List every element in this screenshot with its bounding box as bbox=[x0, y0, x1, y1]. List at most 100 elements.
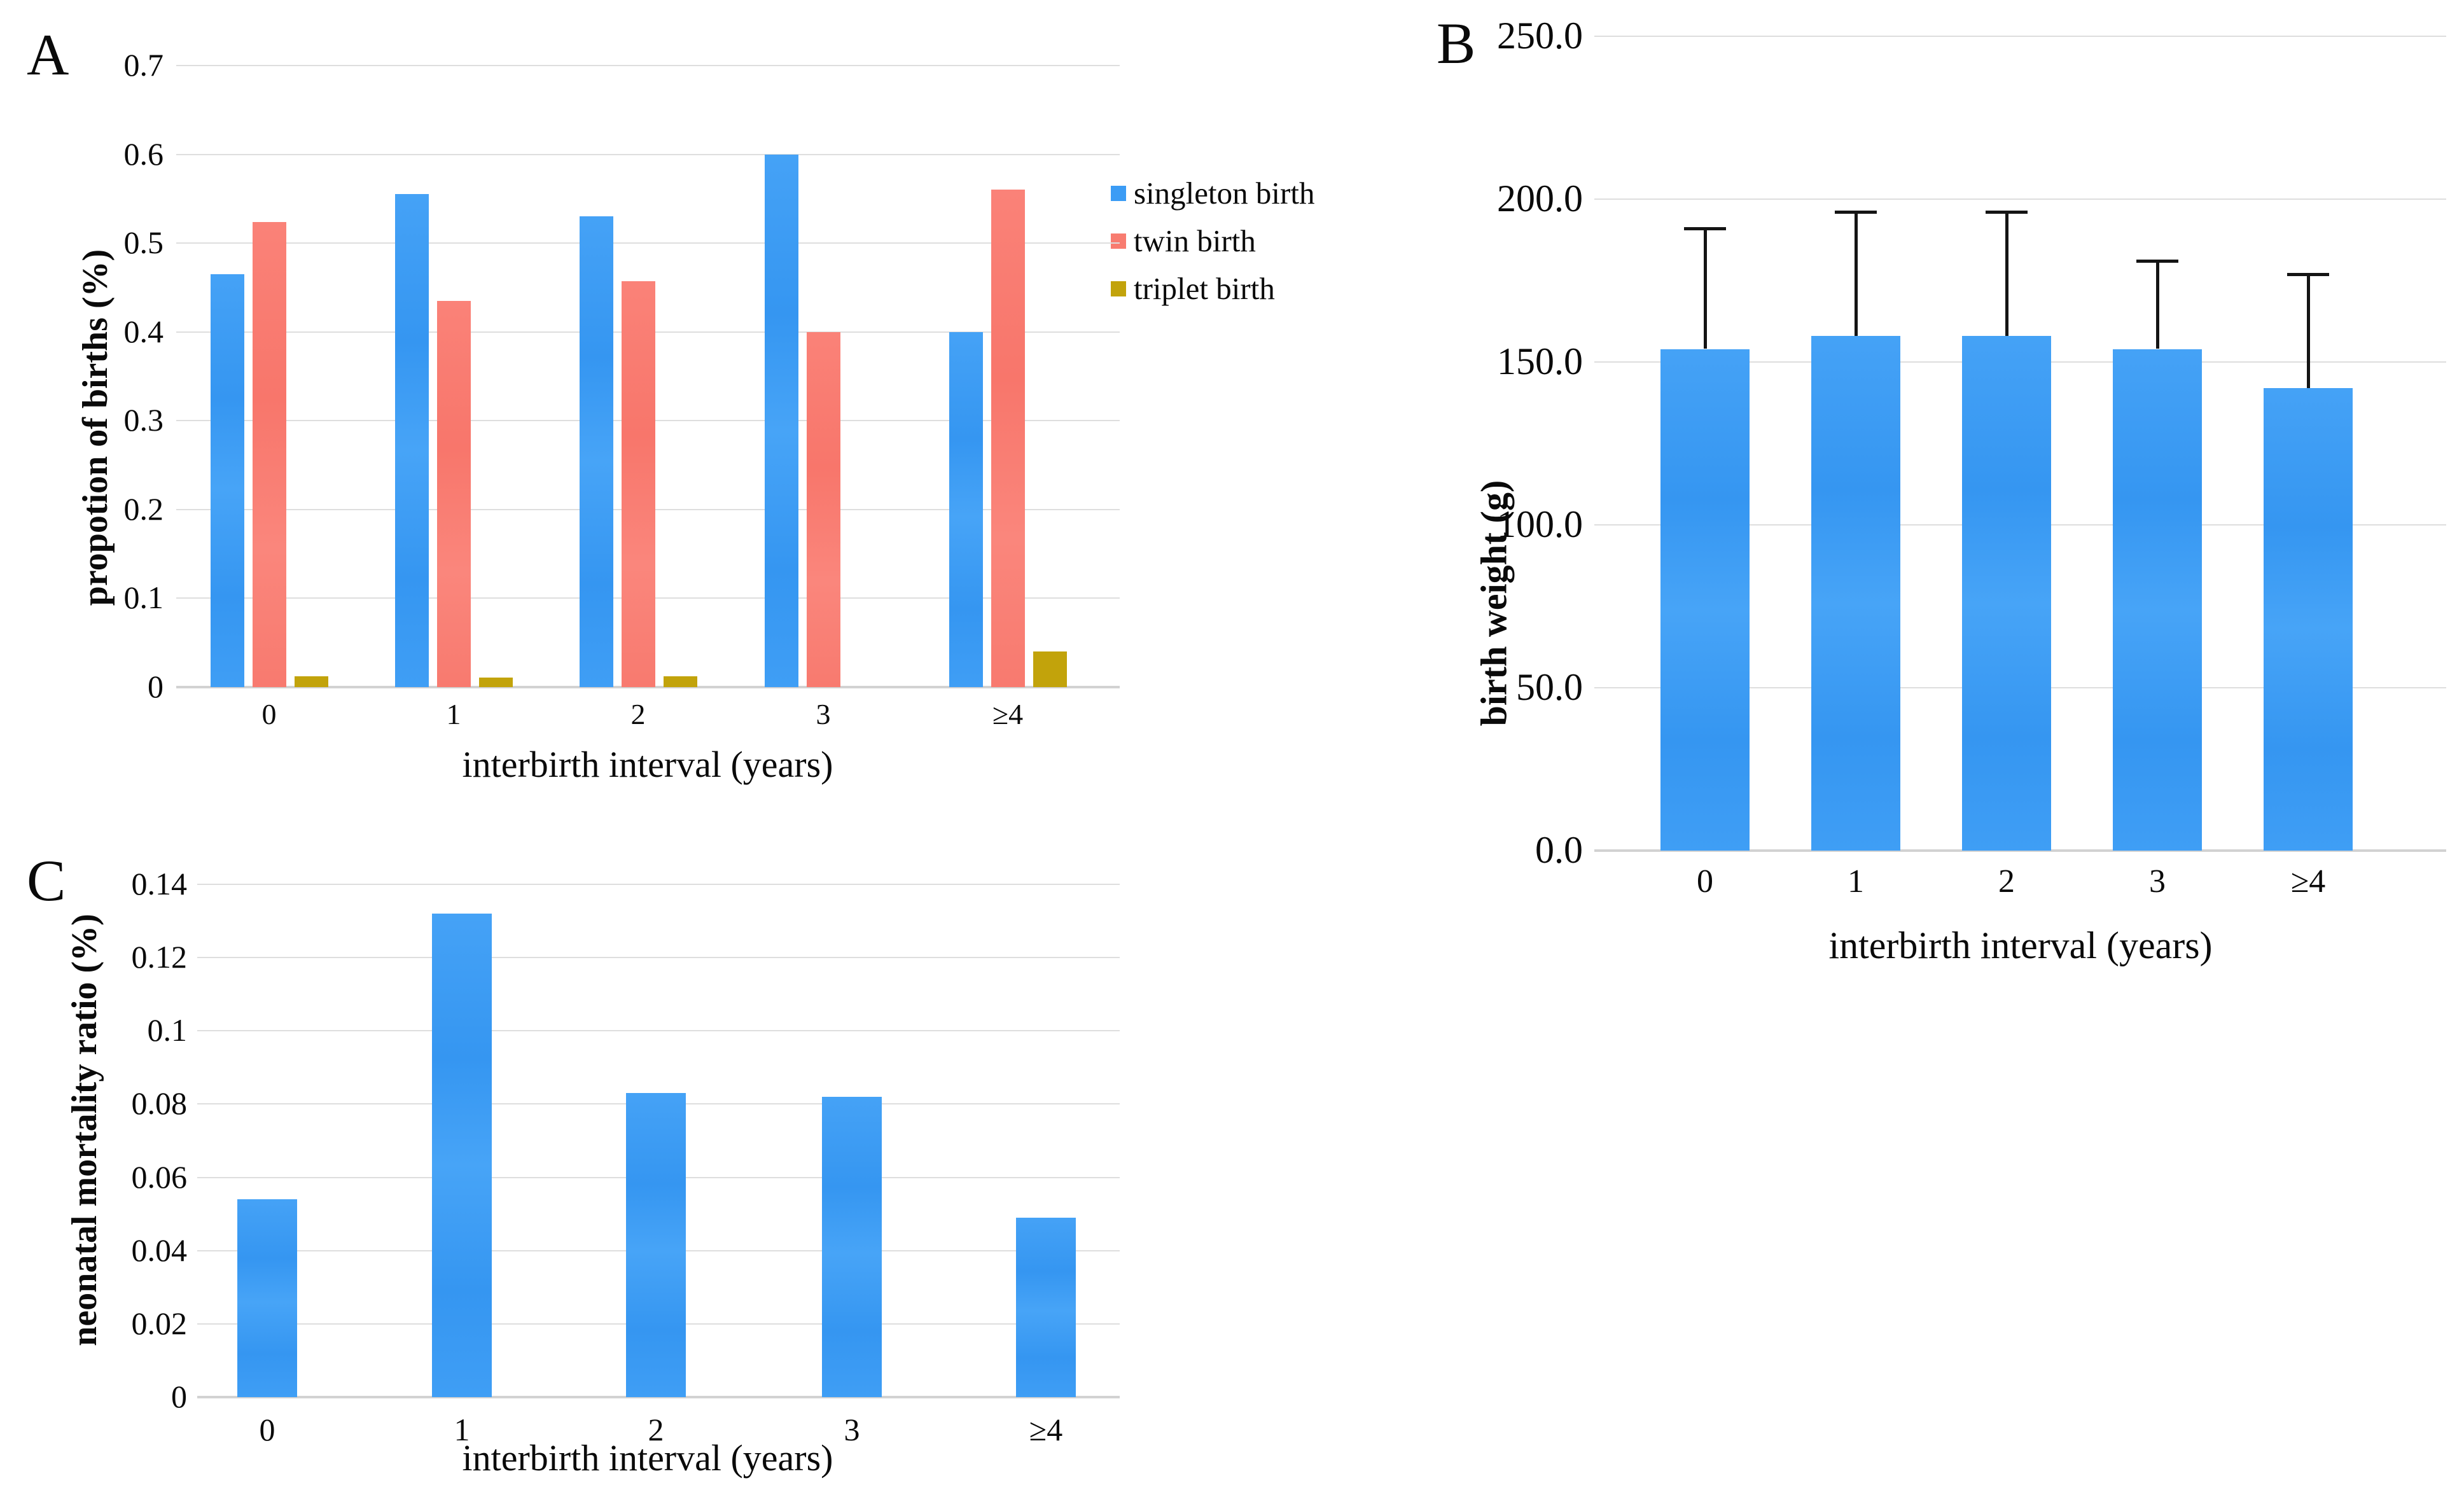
chart-c-y-tick-label: 0.1 bbox=[147, 1012, 188, 1048]
chart-a-gridline bbox=[176, 65, 1120, 66]
chart-c-x-tick-label: 1 bbox=[454, 1412, 470, 1447]
chart-c-x-tick-label: 3 bbox=[844, 1412, 860, 1447]
chart-a-bar-triplet-0 bbox=[295, 676, 328, 687]
chart-a-bar-twin-≥4 bbox=[991, 190, 1025, 687]
chart-b-y-tick-label: 0.0 bbox=[1535, 829, 1583, 871]
chart-b-error-bar-stem-≥4 bbox=[2307, 274, 2310, 388]
panel-letter-a: A bbox=[27, 22, 69, 87]
chart-c-y-tick-label: 0.06 bbox=[131, 1159, 188, 1195]
legend-swatch-olive-icon bbox=[1111, 281, 1126, 296]
chart-c-x-tick-label: 0 bbox=[259, 1412, 275, 1447]
chart-b-error-bar-cap-≥4 bbox=[2287, 273, 2329, 276]
chart-a-bar-singleton-≥4 bbox=[949, 332, 983, 687]
chart-b-bar-birth-2 bbox=[1962, 336, 2051, 851]
chart-b-error-bar-stem-2 bbox=[2005, 212, 2008, 336]
chart-a-y-tick-label: 0 bbox=[148, 669, 164, 704]
chart-b-x-axis-title: interbirth interval (years) bbox=[1828, 924, 2213, 966]
chart-a-y-tick-label: 0.6 bbox=[123, 136, 164, 172]
chart-b-y-tick-label: 50.0 bbox=[1516, 666, 1583, 708]
chart-c-bar-neonatal-3 bbox=[822, 1097, 882, 1397]
legend-label: triplet birth bbox=[1134, 271, 1275, 306]
chart-b-x-tick-label: ≥4 bbox=[2290, 863, 2326, 900]
chart-b-y-tick-label: 200.0 bbox=[1497, 178, 1583, 219]
chart-a-x-axis-line bbox=[176, 686, 1120, 688]
chart-c-y-tick-label: 0.14 bbox=[131, 866, 188, 902]
legend-label: singleton birth bbox=[1134, 176, 1315, 211]
chart-b-y-tick-label: 250.0 bbox=[1497, 15, 1583, 57]
chart-b-gridline bbox=[1594, 36, 2446, 37]
chart-a-y-tick-label: 0.3 bbox=[123, 402, 164, 438]
chart-a-bar-triplet-≥4 bbox=[1033, 651, 1067, 687]
chart-b-error-bar-stem-0 bbox=[1704, 228, 1707, 349]
chart-a-gridline bbox=[176, 154, 1120, 155]
chart-a-gridline bbox=[176, 242, 1120, 244]
chart-a-bar-twin-3 bbox=[807, 332, 840, 687]
chart-c-y-tick-label: 0.02 bbox=[131, 1305, 188, 1341]
chart-a-y-tick-label: 0.7 bbox=[123, 47, 164, 83]
chart-c-bar-neonatal-0 bbox=[237, 1199, 297, 1397]
chart-b-x-tick-label: 2 bbox=[1998, 863, 2015, 900]
chart-c-bar-neonatal-1 bbox=[432, 914, 492, 1397]
chart-b-bar-birth-1 bbox=[1811, 336, 1900, 851]
chart-a-x-tick-label: 1 bbox=[446, 698, 461, 730]
chart-b-x-tick-label: 1 bbox=[1848, 863, 1864, 900]
chart-b-error-bar-stem-3 bbox=[2156, 261, 2159, 349]
chart-c-y-tick-label: 0.08 bbox=[131, 1085, 188, 1121]
chart-a-x-tick-label: 3 bbox=[816, 698, 831, 730]
chart-a-bar-singleton-3 bbox=[765, 155, 798, 687]
chart-b-bar-birth-3 bbox=[2113, 349, 2202, 851]
chart-a-bar-triplet-2 bbox=[664, 676, 697, 687]
legend-item-singleton: singleton birth bbox=[1111, 169, 1314, 217]
legend-item-twin: twin birth bbox=[1111, 217, 1314, 265]
chart-c-y-tick-label: 0.12 bbox=[131, 939, 188, 975]
chart-a-bar-singleton-1 bbox=[395, 194, 429, 687]
chart-a-x-axis-title: interbirth interval (years) bbox=[462, 744, 833, 785]
chart-b-error-bar-stem-1 bbox=[1855, 212, 1858, 336]
chart-a-y-tick-label: 0.2 bbox=[123, 491, 164, 527]
chart-b-y-tick-label: 150.0 bbox=[1497, 340, 1583, 382]
chart-c-bar-neonatal-2 bbox=[626, 1093, 686, 1397]
chart-a-x-tick-label: ≥4 bbox=[992, 698, 1024, 730]
panel-letter-b: B bbox=[1437, 11, 1476, 76]
chart-c-y-axis-title: neonatal mortality ratio (%) bbox=[65, 914, 104, 1346]
chart-b-error-bar-cap-1 bbox=[1835, 211, 1877, 214]
chart-b-y-tick-label: 100.0 bbox=[1497, 503, 1583, 545]
chart-c-x-tick-label: ≥4 bbox=[1029, 1412, 1063, 1447]
chart-a-y-tick-label: 0.4 bbox=[123, 314, 164, 349]
legend-swatch-red-icon bbox=[1111, 233, 1126, 249]
chart-c-y-tick-label: 0 bbox=[171, 1379, 187, 1414]
chart-c-x-axis-title: interbirth interval (years) bbox=[462, 1437, 833, 1479]
legend-item-triplet: triplet birth bbox=[1111, 265, 1314, 312]
chart-a-bar-singleton-0 bbox=[211, 274, 244, 687]
chart-c-y-tick-label: 0.04 bbox=[131, 1232, 188, 1268]
chart-a-legend: singleton birth twin birth triplet birth bbox=[1111, 169, 1314, 312]
chart-b-x-tick-label: 3 bbox=[2149, 863, 2166, 900]
chart-b-error-bar-cap-0 bbox=[1684, 227, 1726, 230]
chart-b-x-axis-line bbox=[1594, 849, 2446, 852]
chart-b-error-bar-cap-3 bbox=[2136, 260, 2178, 263]
chart-a-bar-triplet-1 bbox=[479, 678, 513, 687]
chart-b-bar-birth-≥4 bbox=[2264, 388, 2353, 851]
chart-c-x-axis-line bbox=[197, 1396, 1120, 1398]
chart-a-bar-twin-2 bbox=[622, 281, 655, 687]
panel-letter-c: C bbox=[27, 848, 66, 913]
chart-b-gridline bbox=[1594, 198, 2446, 200]
chart-a-x-tick-label: 0 bbox=[261, 698, 277, 730]
chart-c-bar-neonatal-≥4 bbox=[1016, 1218, 1076, 1397]
chart-a-y-tick-label: 0.5 bbox=[123, 225, 164, 260]
chart-b-x-tick-label: 0 bbox=[1697, 863, 1713, 900]
chart-a-bar-twin-0 bbox=[253, 222, 286, 687]
chart-a-x-tick-label: 2 bbox=[630, 698, 646, 730]
legend-label: twin birth bbox=[1134, 223, 1256, 258]
chart-a-bar-singleton-2 bbox=[580, 216, 613, 687]
chart-c-gridline bbox=[197, 1030, 1120, 1031]
legend-swatch-blue-icon bbox=[1111, 185, 1126, 201]
chart-a-y-tick-label: 0.1 bbox=[123, 580, 164, 615]
chart-a-bar-twin-1 bbox=[437, 301, 471, 687]
chart-c-gridline bbox=[197, 957, 1120, 958]
chart-c-x-tick-label: 2 bbox=[648, 1412, 664, 1447]
chart-b-error-bar-cap-2 bbox=[1986, 211, 2028, 214]
chart-b-bar-birth-0 bbox=[1660, 349, 1750, 851]
chart-c-gridline bbox=[197, 884, 1120, 885]
